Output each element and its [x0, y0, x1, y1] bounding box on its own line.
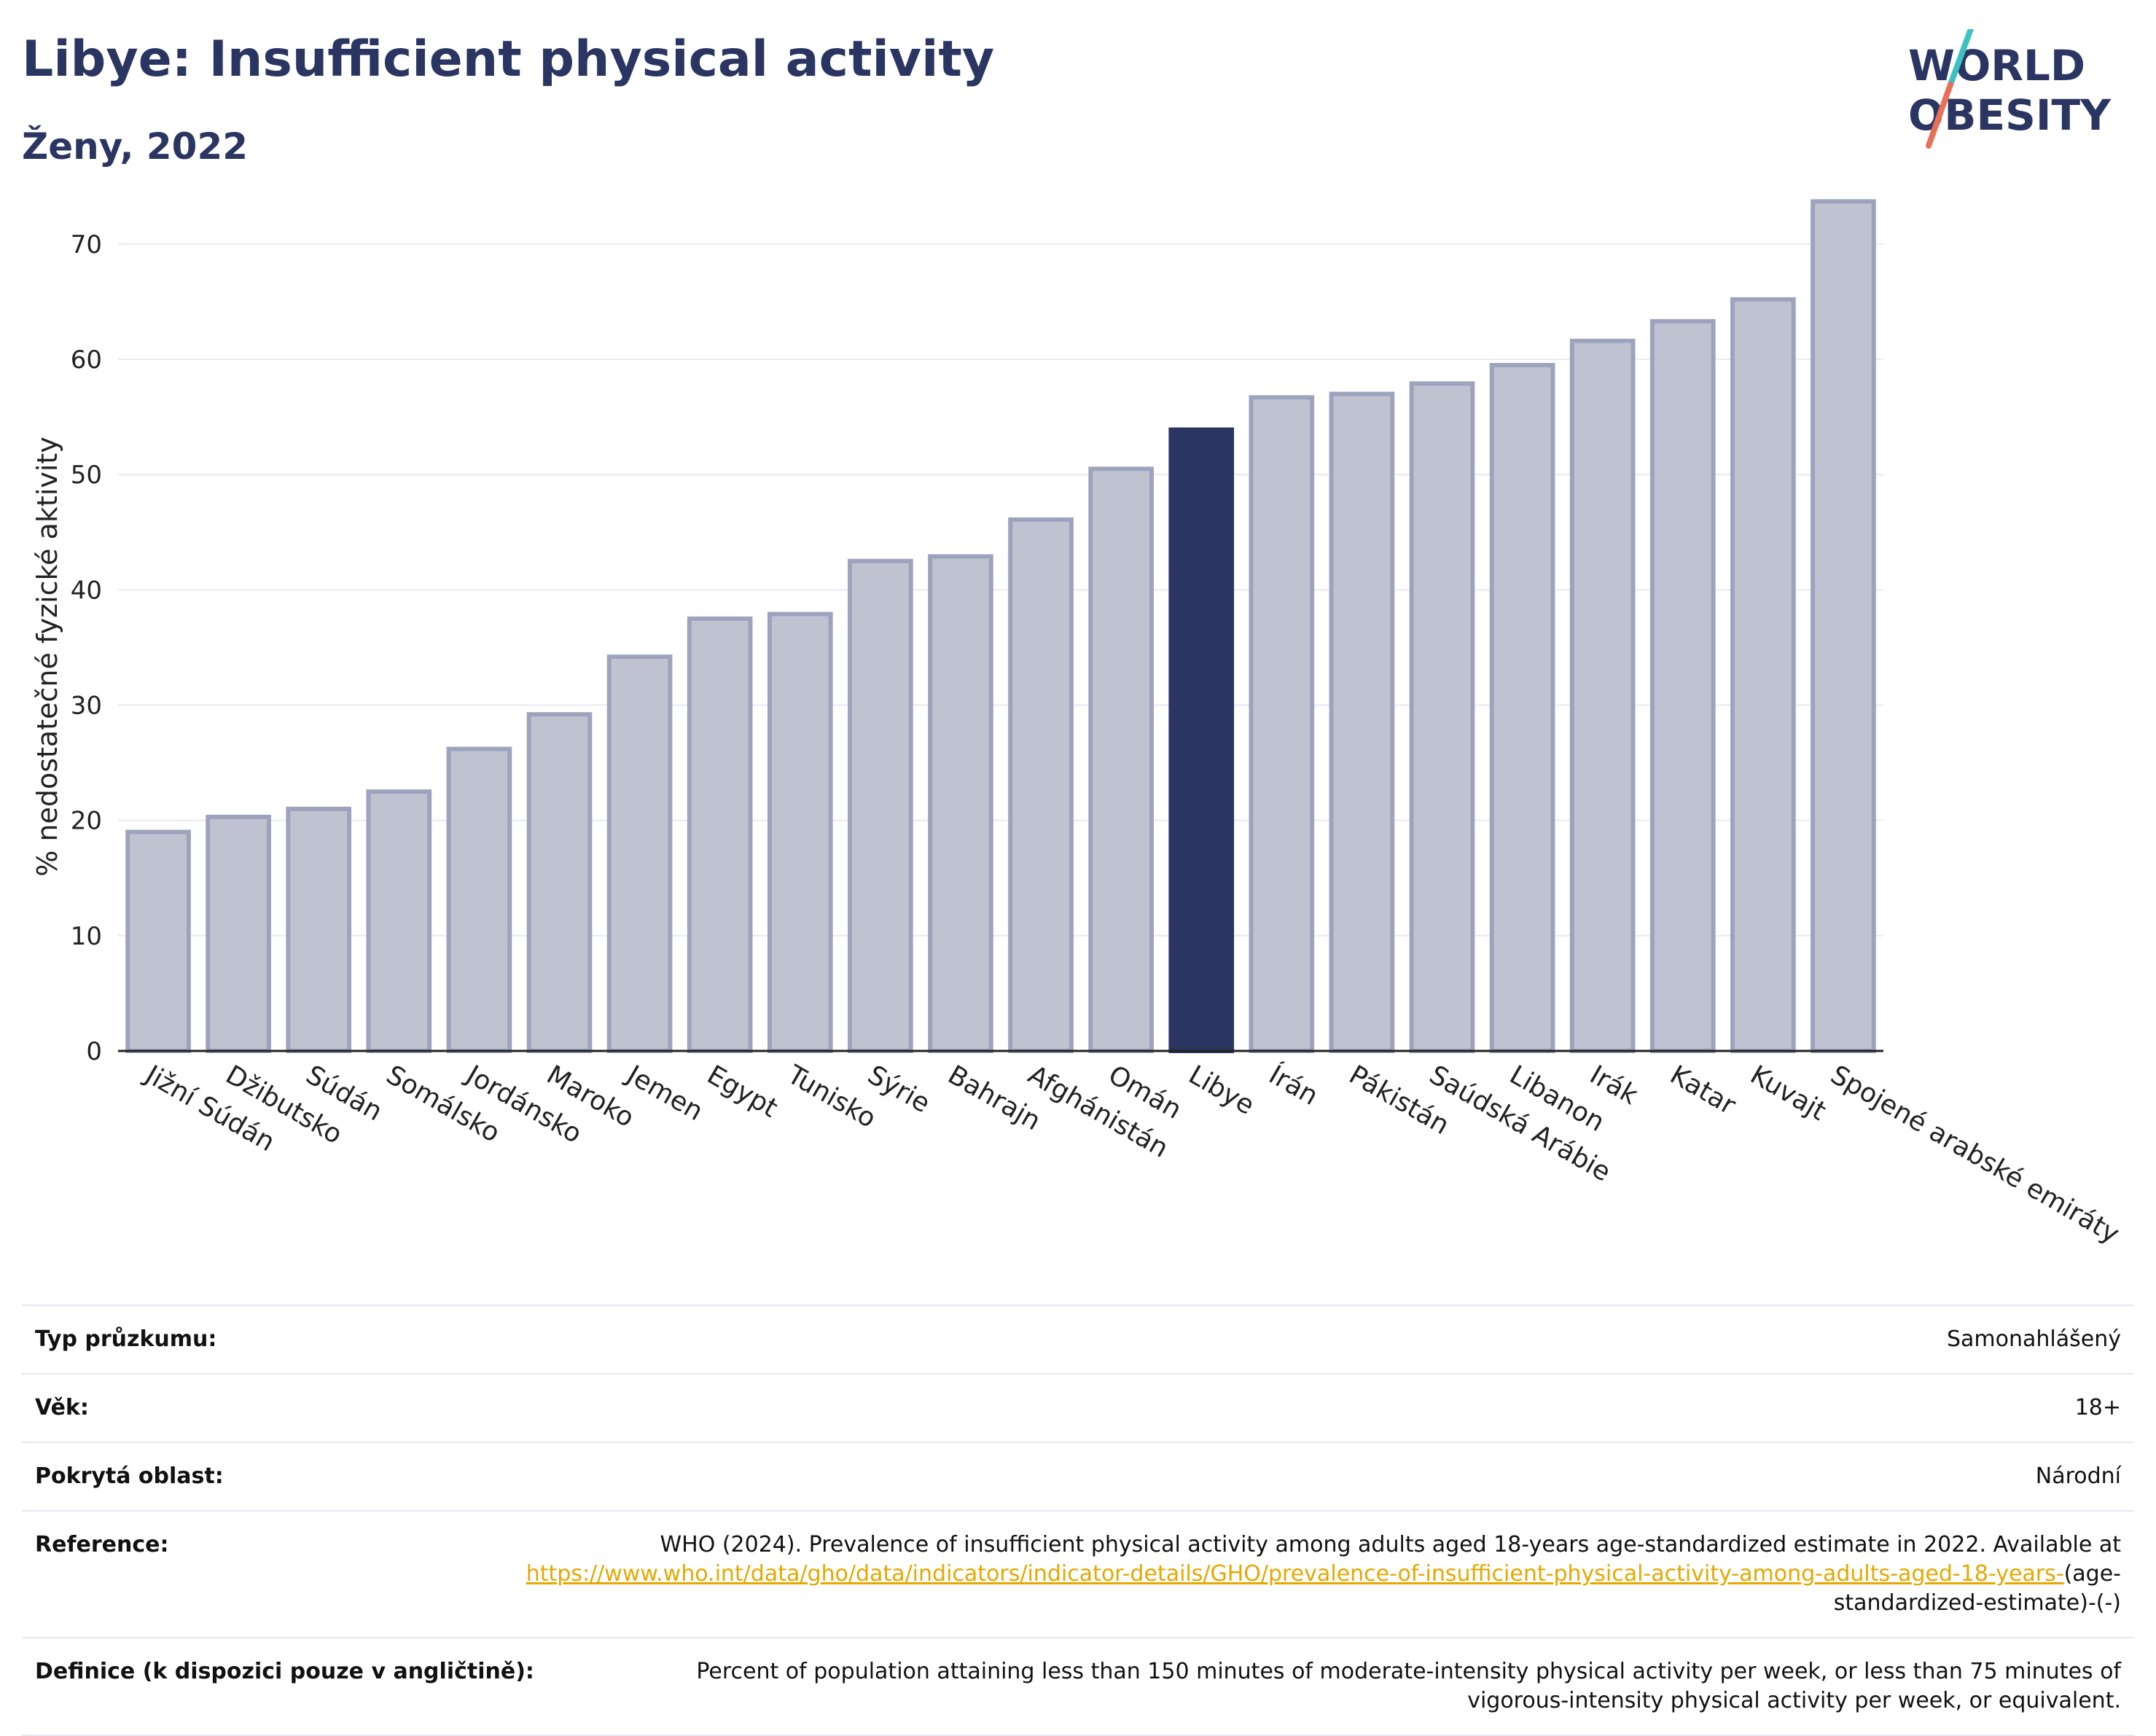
- age-row: Věk: 18+: [22, 1375, 2134, 1443]
- reference-link[interactable]: https://www.who.int/data/gho/data/indica…: [526, 1561, 2064, 1587]
- bar-chart: 0 10 20 30 40 50 60 70 Jižní SúdánDžibutskoSúdá…: [31, 199, 2124, 1250]
- y-axis-label: % nedostatečné fyzické aktivity: [31, 437, 63, 877]
- y-tick-label: 40: [71, 576, 102, 605]
- bar-7: [687, 616, 753, 1053]
- bar-14: [1249, 395, 1315, 1053]
- world-obesity-logo: WORLD OBESITY: [1908, 29, 2112, 149]
- bar-4: [446, 746, 512, 1054]
- x-tick-label: Tunisko: [781, 1060, 880, 1134]
- x-tick-label: Bahrajn: [942, 1060, 1045, 1136]
- y-tick-label: 10: [71, 922, 102, 951]
- chart-title: Libye: Insufficient physical activity: [22, 31, 995, 88]
- definition-row: Definice (k dispozici pouze v angličtině…: [22, 1638, 2134, 1736]
- bar-17: [1489, 362, 1555, 1054]
- bar-1: [206, 814, 271, 1053]
- coverage-value: Národní: [2035, 1463, 2121, 1489]
- bar-5: [526, 712, 593, 1053]
- reference-row: Reference: WHO (2024). Prevalence of ins…: [22, 1512, 2134, 1638]
- bar-12: [1088, 466, 1154, 1053]
- bar-21: [1811, 199, 1876, 1053]
- x-tick-label: Libye: [1184, 1060, 1259, 1121]
- survey-type-label: Typ průzkumu:: [35, 1326, 217, 1352]
- bar-9: [848, 558, 913, 1053]
- bar-10: [928, 554, 993, 1053]
- x-tick-label: Kuvajt: [1745, 1060, 1831, 1127]
- bar-19: [1649, 318, 1716, 1053]
- bar-16: [1409, 381, 1475, 1053]
- bar-3: [366, 789, 432, 1054]
- bar-0: [125, 829, 191, 1053]
- bar-20: [1730, 297, 1796, 1053]
- bar-13: [1168, 427, 1235, 1053]
- survey-type-value: Samonahlášený: [1947, 1326, 2121, 1352]
- bars: [125, 199, 1876, 1054]
- x-tick-labels: Jižní SúdánDžibutskoSúdánSomálskoJordáns…: [139, 1059, 2124, 1249]
- y-tick-label: 70: [71, 230, 102, 259]
- bar-15: [1329, 391, 1395, 1053]
- bar-8: [767, 611, 833, 1053]
- reference-label: Reference:: [35, 1532, 169, 1557]
- bar-11: [1008, 517, 1074, 1053]
- y-tick-labels: 0 10 20 30 40 50 60 70: [71, 230, 102, 1066]
- coverage-row: Pokrytá oblast: Národní: [22, 1443, 2134, 1512]
- logo-slash-top: [1948, 29, 1975, 87]
- bar-18: [1569, 338, 1636, 1053]
- chart-subtitle: Ženy, 2022: [22, 125, 249, 168]
- age-value: 18+: [2074, 1395, 2121, 1420]
- y-tick-label: 20: [71, 807, 102, 836]
- survey-type-row: Typ průzkumu: Samonahlášený: [22, 1306, 2134, 1375]
- reference-text: WHO (2024). Prevalence of insufficient p…: [660, 1532, 2121, 1557]
- x-tick-label: Egypt: [702, 1060, 782, 1123]
- bar-6: [606, 654, 673, 1053]
- y-tick-label: 50: [71, 461, 102, 490]
- definition-label: Definice (k dispozici pouze v angličtině…: [35, 1659, 534, 1684]
- bar-2: [286, 806, 352, 1053]
- age-label: Věk:: [35, 1395, 89, 1420]
- x-tick-label: Spojené arabské emiráty: [1825, 1060, 2124, 1249]
- logo-line-world: WORLD: [1908, 41, 2085, 90]
- details-table: Typ průzkumu: Samonahlášený Věk: 18+ Pok…: [22, 1305, 2134, 1736]
- y-tick-label: 0: [86, 1037, 102, 1066]
- y-tick-label: 30: [71, 692, 102, 721]
- reference-value: WHO (2024). Prevalence of insufficient p…: [459, 1530, 2121, 1618]
- x-tick-label: Írán: [1264, 1059, 1324, 1111]
- x-tick-label: Katar: [1665, 1060, 1741, 1121]
- definition-value: Percent of population attaining less tha…: [696, 1659, 2121, 1713]
- logo-slash-bottom: [1926, 82, 1953, 149]
- y-tick-label: 60: [71, 345, 102, 375]
- reference-suffix: (age-standardized-estimate)-(-): [1833, 1561, 2121, 1616]
- coverage-label: Pokrytá oblast:: [35, 1463, 224, 1489]
